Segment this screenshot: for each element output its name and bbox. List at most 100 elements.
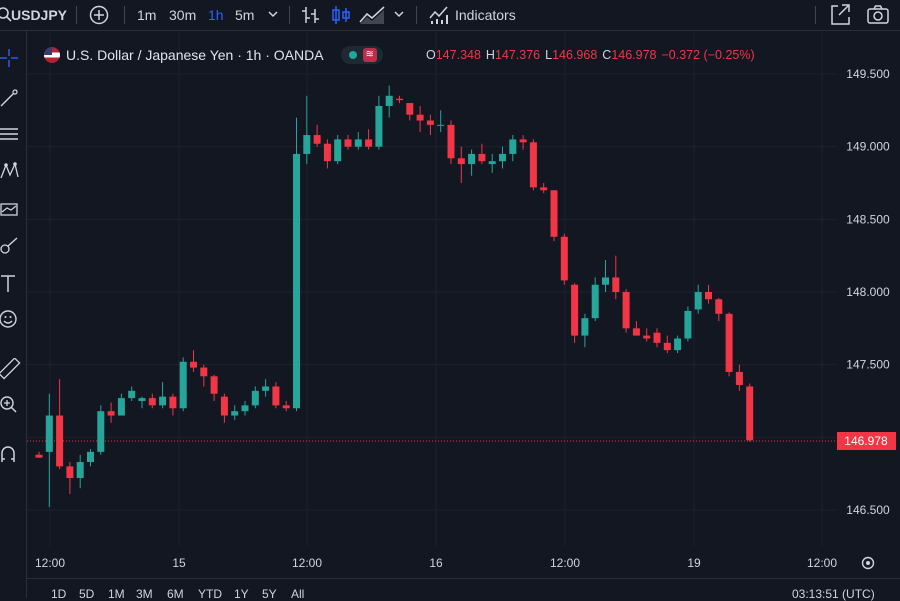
candle-body <box>684 310 692 339</box>
candle-body <box>612 277 620 292</box>
candle-body <box>220 396 228 416</box>
range-3m[interactable]: 3M <box>136 587 153 601</box>
candle-body <box>375 105 383 147</box>
low-value: 146.968 <box>552 48 598 62</box>
candle-body <box>571 284 579 336</box>
high-value: 147.376 <box>494 48 541 62</box>
candle-body <box>591 284 599 319</box>
price-chart[interactable]: 146.500147.000147.500148.000148.500149.0… <box>27 31 900 598</box>
interval-5m[interactable]: 5m <box>235 7 255 23</box>
market-status-badge[interactable]: ≋ <box>340 46 383 64</box>
candle-body <box>231 411 239 416</box>
range-ytd[interactable]: YTD <box>198 587 222 601</box>
forecast-tool-icon[interactable] <box>0 200 22 222</box>
x-tick-label: 12:00 <box>550 556 580 570</box>
candle-body <box>406 103 414 115</box>
popout-icon[interactable] <box>829 0 851 30</box>
candle-body <box>540 187 548 191</box>
y-tick-label: 146.500 <box>846 503 890 517</box>
candle-body <box>117 398 125 416</box>
candle-body <box>241 405 249 412</box>
indicators-icon[interactable] <box>428 0 450 30</box>
candle-body <box>396 98 403 101</box>
candle-body <box>210 376 218 394</box>
trend-line-icon[interactable] <box>0 86 22 108</box>
close-value: 146.978 <box>611 48 657 62</box>
utc-clock[interactable]: 03:13:51 (UTC) <box>792 587 875 601</box>
symbol-title[interactable]: U.S. Dollar / Japanese Yen · 1h · OANDA <box>66 47 323 63</box>
candle-body <box>457 158 465 165</box>
text-tool-icon[interactable] <box>0 273 22 295</box>
candle-body <box>56 415 64 467</box>
candle-body <box>159 396 167 406</box>
range-5y[interactable]: 5Y <box>262 587 277 601</box>
menu-icon: ≋ <box>362 48 377 62</box>
divider <box>815 6 816 24</box>
compare-add-icon[interactable] <box>88 0 110 30</box>
y-tick-label: 147.500 <box>846 358 890 372</box>
candle-body <box>674 338 682 351</box>
range-1y[interactable]: 1Y <box>234 587 249 601</box>
chevron-down-icon[interactable] <box>266 0 280 30</box>
candle-body <box>169 396 177 409</box>
candle-body <box>488 161 496 165</box>
crosshair-icon[interactable] <box>0 49 22 71</box>
pattern-tool-icon[interactable] <box>0 161 22 183</box>
symbol-name[interactable]: USDJPY <box>11 7 68 23</box>
interval-1h[interactable]: 1h <box>208 7 224 23</box>
range-1m[interactable]: 1M <box>108 587 125 601</box>
candle-body <box>128 390 136 399</box>
range-all[interactable]: All <box>291 587 305 601</box>
horizontal-lines-icon[interactable] <box>0 125 22 147</box>
range-1d[interactable]: 1D <box>51 587 67 601</box>
search-icon[interactable] <box>0 0 14 30</box>
range-6m[interactable]: 6M <box>167 587 184 601</box>
drawing-toolbar <box>0 31 27 598</box>
indicators-button[interactable]: Indicators <box>455 7 516 23</box>
candle-body <box>725 313 733 372</box>
zoom-in-icon[interactable] <box>0 395 22 417</box>
low-key: L <box>545 48 553 62</box>
camera-icon[interactable] <box>866 0 890 30</box>
chevron-down-icon[interactable] <box>392 0 406 30</box>
emoji-icon[interactable] <box>0 309 22 331</box>
candle-body <box>653 332 661 343</box>
open-value: 147.348 <box>435 48 481 62</box>
candle-body <box>602 277 609 285</box>
interval-1m[interactable]: 1m <box>137 7 157 23</box>
candle-body <box>529 142 537 188</box>
candle-body <box>76 462 84 479</box>
candle-body <box>272 386 280 406</box>
candle-body <box>344 139 352 147</box>
range-5d[interactable]: 5D <box>79 587 95 601</box>
candle-body <box>478 153 486 162</box>
brush-icon[interactable] <box>0 236 22 258</box>
candle-body <box>416 114 424 121</box>
last-price-badge <box>837 432 896 450</box>
candle-body <box>468 153 476 165</box>
x-tick-label: 12:00 <box>807 556 837 570</box>
candle-body <box>87 451 94 463</box>
open-key: O <box>426 48 436 62</box>
candle-body <box>643 335 651 339</box>
candle-body <box>581 318 589 336</box>
candle-body <box>293 153 300 409</box>
candle-body <box>365 139 373 147</box>
x-tick-label: 19 <box>687 556 701 570</box>
candle-body <box>200 367 208 377</box>
interval-30m[interactable]: 30m <box>169 7 197 23</box>
area-chart-style-icon[interactable] <box>358 0 386 30</box>
candle-body <box>282 405 290 409</box>
magnet-icon[interactable] <box>0 444 22 466</box>
candlestick-style-icon[interactable] <box>330 0 352 30</box>
settings-gear-icon[interactable] <box>861 556 875 570</box>
candle-body <box>303 135 311 154</box>
bar-chart-style-icon[interactable] <box>300 0 322 30</box>
candle-body <box>499 153 506 162</box>
candle-body <box>66 466 74 479</box>
time-axis: 12:00 15 12:00 16 12:00 19 12:00 <box>35 556 837 570</box>
divider <box>289 6 290 24</box>
candle-body <box>746 386 754 441</box>
bottom-toolbar: 1D 5D 1M 3M 6M YTD 1Y 5Y All 03:13:51 (U… <box>27 578 900 601</box>
ruler-icon[interactable] <box>0 358 22 380</box>
